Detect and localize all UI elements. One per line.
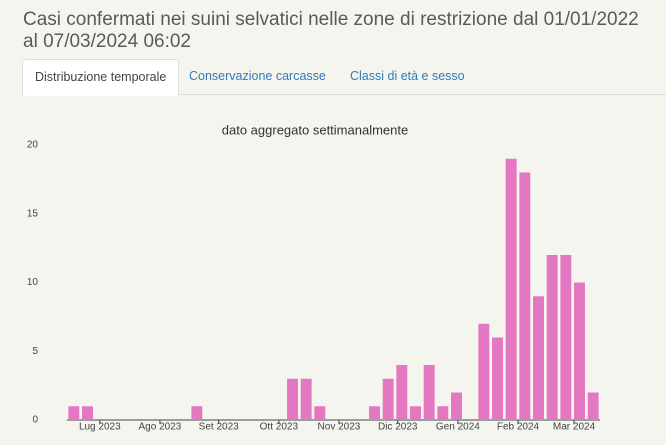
- bar: [82, 406, 93, 420]
- y-tick-label: 10: [27, 277, 39, 288]
- bar: [574, 282, 585, 420]
- bar: [533, 296, 544, 420]
- y-tick-label: 20: [27, 140, 39, 151]
- x-tick-label: Lug 2023: [79, 422, 121, 433]
- x-tick-label: Mar 2024: [553, 422, 596, 433]
- bar: [68, 406, 80, 420]
- bar: [314, 406, 326, 420]
- bar: [546, 255, 558, 420]
- bar: [396, 365, 408, 420]
- page-title: Casi confermati nei suini selvatici nell…: [23, 9, 639, 52]
- x-tick-label: Feb 2024: [497, 422, 540, 433]
- y-tick-label: 5: [32, 346, 38, 357]
- chart-title: dato aggregato settimanalmente: [222, 122, 408, 137]
- bar: [519, 172, 531, 420]
- bar: [587, 392, 599, 420]
- tab[interactable]: Classi di età e sesso: [350, 69, 465, 83]
- x-tick-label: Gen 2024: [436, 422, 480, 433]
- bar: [437, 406, 449, 420]
- bar: [410, 406, 421, 420]
- bar: [423, 365, 435, 420]
- bar: [382, 378, 394, 420]
- x-tick-label: Ago 2023: [139, 422, 182, 433]
- y-tick-label: 0: [32, 415, 38, 426]
- x-tick-label: Dic 2023: [378, 422, 418, 433]
- bar: [300, 378, 312, 420]
- bar: [191, 406, 203, 420]
- bar: [451, 392, 462, 420]
- chart: dato aggregato settimanalmente 0 5 10 15 20 L…: [27, 122, 600, 433]
- bar: [287, 378, 298, 420]
- bar: [505, 158, 517, 420]
- bar: [492, 337, 503, 420]
- x-tick-label: Ott 2023: [260, 422, 299, 433]
- bar: [369, 406, 380, 420]
- y-tick-label: 15: [27, 208, 39, 219]
- tab[interactable]: Distribuzione temporale: [22, 59, 180, 96]
- tab[interactable]: Conservazione carcasse: [189, 69, 326, 83]
- x-tick-label: Nov 2023: [318, 422, 361, 433]
- bar: [560, 255, 572, 420]
- tab-bar: Distribuzione temporale Conservazione ca…: [22, 59, 666, 96]
- x-tick-label: Set 2023: [199, 422, 239, 433]
- bar: [478, 323, 490, 420]
